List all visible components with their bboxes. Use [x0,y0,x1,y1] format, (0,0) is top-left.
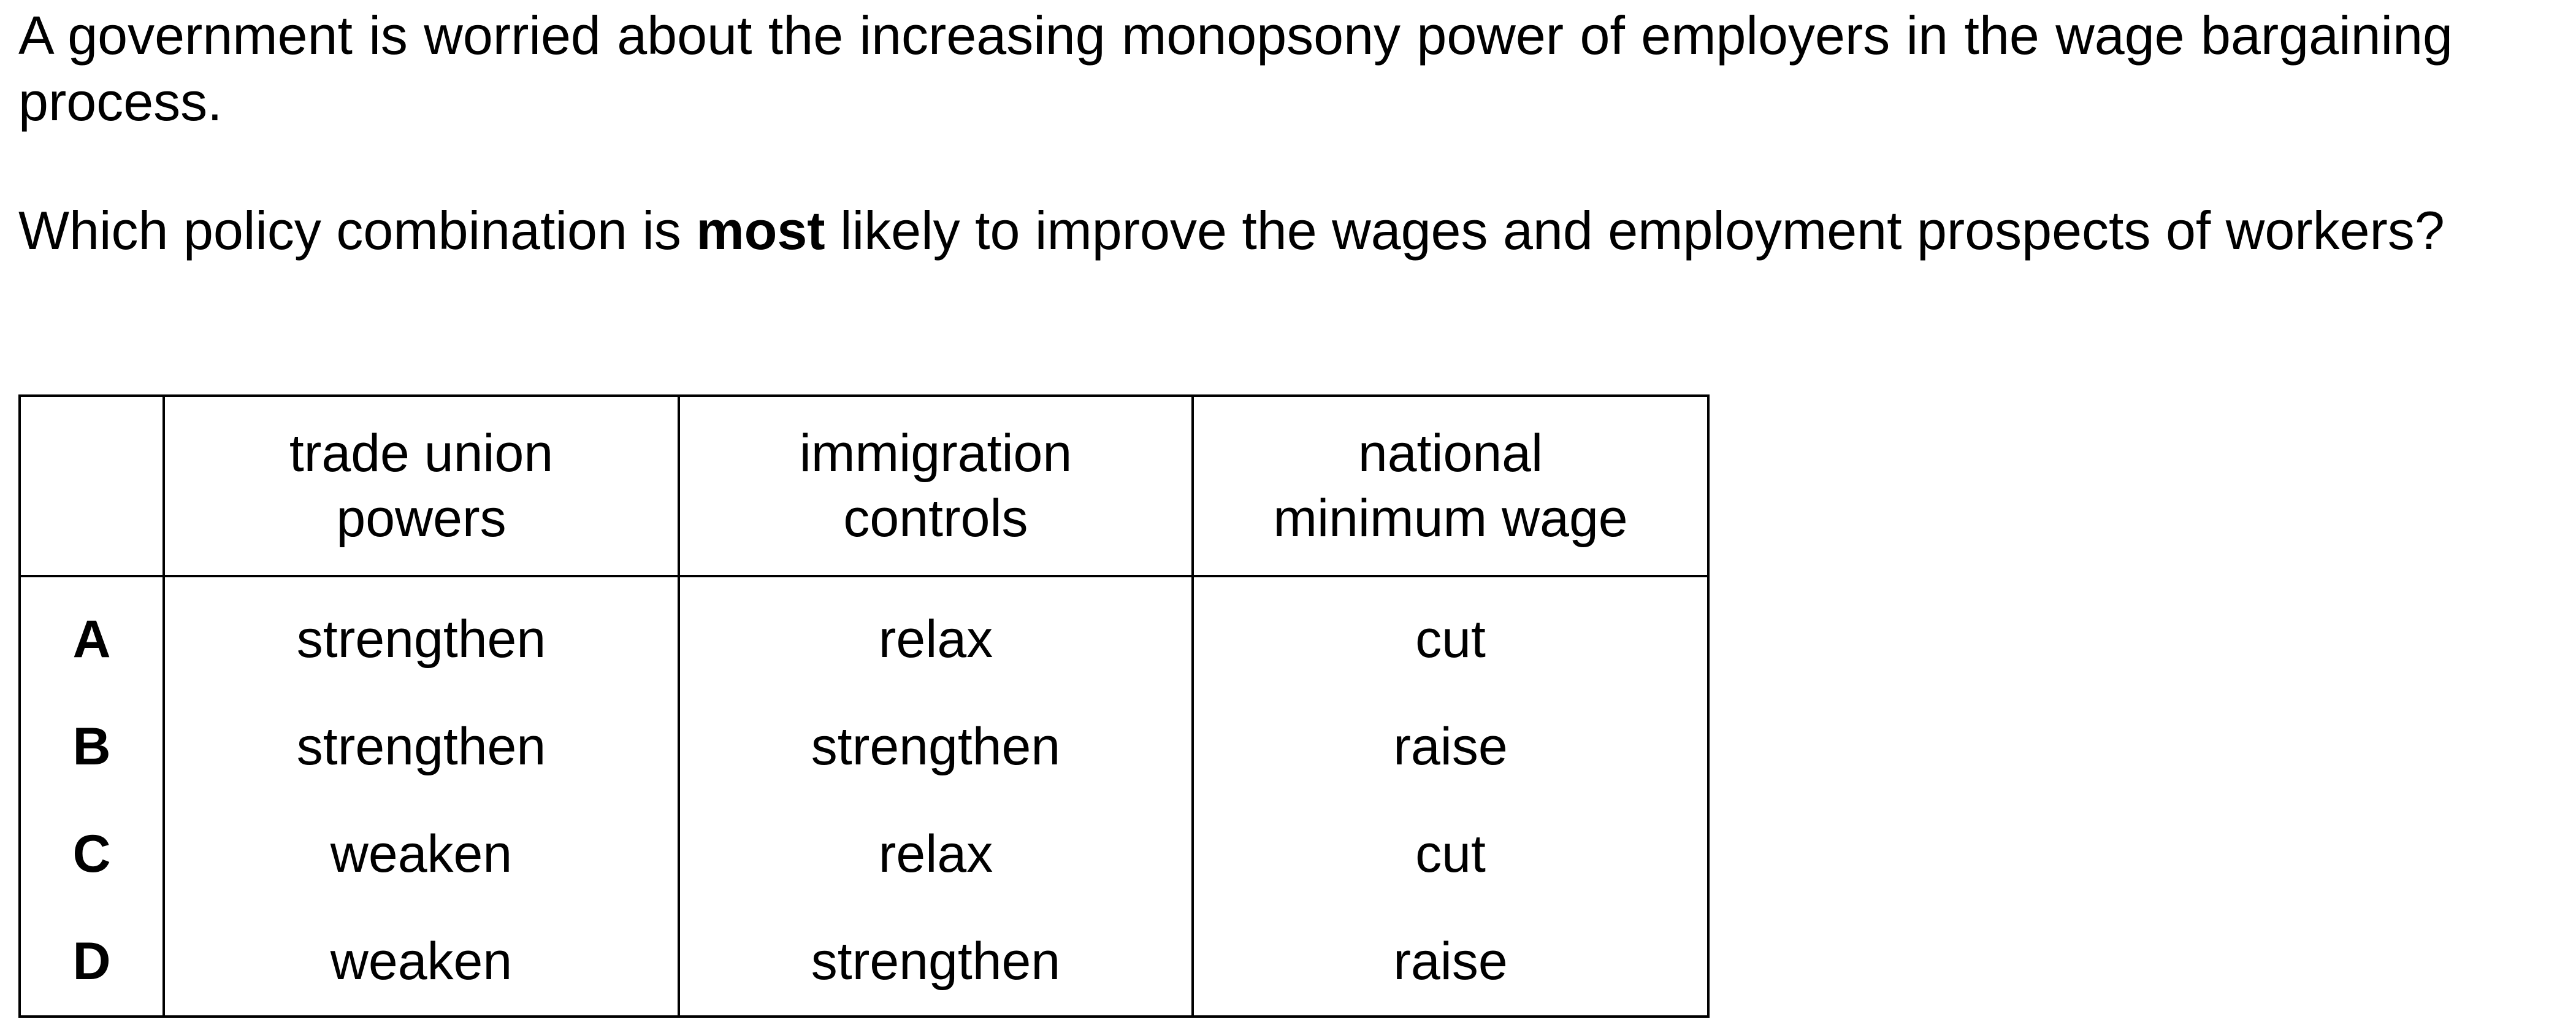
prompt-text-start: Which policy combination is [18,200,697,261]
table-row: A strengthen relax cut [20,576,1708,693]
header-text: controls [843,489,1028,548]
cell-immigration-controls: strengthen [678,908,1193,1017]
cell-national-minimum-wage: raise [1191,693,1708,801]
cell-immigration-controls: relax [678,801,1193,908]
cell-national-minimum-wage: raise [1191,908,1708,1017]
table-header-row: trade union powers immigration controls … [20,396,1708,577]
option-letter: B [72,717,111,776]
header-text: powers [336,489,506,548]
prompt-emphasis: most [696,200,825,261]
header-text: minimum wage [1273,489,1628,548]
question-prompt: Which policy combination is most likely … [18,198,2453,264]
option-letter: A [72,610,111,669]
cell-immigration-controls: relax [678,576,1193,693]
header-immigration-controls: immigration controls [678,396,1193,577]
table-row: C weaken relax cut [20,801,1708,908]
cell-immigration-controls: strengthen [678,693,1193,801]
header-text: trade union [289,424,554,483]
answer-options-table: trade union powers immigration controls … [18,394,1710,1018]
cell-trade-union-powers: strengthen [162,576,679,693]
prompt-text-end: likely to improve the wages and employme… [825,200,2445,261]
header-text: immigration [799,424,1072,483]
cell-national-minimum-wage: cut [1191,576,1708,693]
option-letter: C [72,825,111,883]
header-national-minimum-wage: national minimum wage [1191,396,1708,577]
header-trade-union-powers: trade union powers [162,396,679,577]
cell-trade-union-powers: weaken [162,801,679,908]
cell-trade-union-powers: weaken [162,908,679,1017]
cell-trade-union-powers: strengthen [162,693,679,801]
option-letter: D [72,932,111,991]
cell-national-minimum-wage: cut [1191,801,1708,908]
question-intro: A government is worried about the increa… [18,5,2453,132]
header-text: national [1358,424,1543,483]
table-row: D weaken strengthen raise [20,908,1708,1017]
header-option-letter [20,396,164,577]
table-row: B strengthen strengthen raise [20,693,1708,801]
